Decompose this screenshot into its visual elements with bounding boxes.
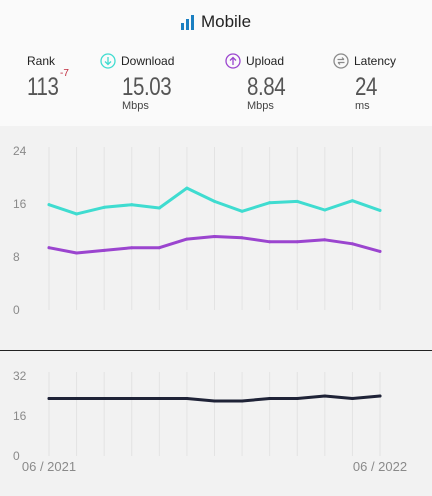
- latency-data-point: [157, 397, 161, 400]
- download-stat: Download 15.03 Mbps: [100, 52, 182, 112]
- y-tick-label: 24: [13, 144, 27, 158]
- latency-data-point: [75, 397, 79, 400]
- download-data-point: [350, 199, 354, 203]
- download-unit: Mbps: [122, 100, 149, 112]
- download-data-point: [240, 209, 244, 213]
- latency-data-point: [130, 397, 134, 400]
- rank-delta: -7: [60, 68, 69, 79]
- y-tick-label: 8: [13, 250, 20, 264]
- latency-data-point: [350, 397, 354, 400]
- latency-data-point: [47, 397, 51, 400]
- upload-data-point: [75, 251, 79, 255]
- download-label: Download: [121, 54, 175, 68]
- upload-label: Upload: [246, 54, 285, 68]
- upload-data-point: [295, 240, 299, 244]
- latency-chart: 32 16 006 / 2021 06 / 2022: [13, 369, 407, 474]
- download-data-point: [323, 208, 327, 212]
- upload-unit: Mbps: [247, 100, 274, 112]
- download-data-point: [268, 201, 272, 205]
- rank-stat: Rank 113: [27, 52, 65, 102]
- latency-unit: ms: [355, 100, 370, 112]
- stats-header: Mobile Rank 113 -7 Download 15.03 Mbps U…: [0, 0, 432, 126]
- download-data-point: [213, 199, 216, 203]
- latency-stat: Latency 24 ms: [333, 52, 396, 112]
- upload-stat: Upload 8.84 Mbps: [225, 52, 294, 112]
- latency-label: Latency: [354, 54, 397, 68]
- upload-data-point: [185, 237, 189, 241]
- upload-data-point: [102, 248, 106, 252]
- latency-data-point: [378, 394, 382, 398]
- signal-bars-icon: [180, 15, 194, 30]
- upload-data-point: [213, 234, 216, 238]
- y-tick-label: 16: [13, 409, 27, 423]
- latency-data-point: [240, 399, 244, 403]
- latency-data-point: [213, 399, 216, 403]
- chart-divider: [0, 350, 432, 351]
- upload-data-point: [240, 236, 244, 240]
- upload-data-point: [47, 246, 51, 250]
- latency-data-point: [268, 397, 272, 400]
- speed-chart: 24 16 8 0: [13, 144, 382, 317]
- latency-data-point: [295, 397, 299, 400]
- title-row: Mobile: [0, 10, 432, 34]
- download-data-point: [75, 212, 79, 216]
- download-data-point: [102, 205, 106, 209]
- x-tick-label: 06 / 2021: [22, 459, 76, 474]
- download-data-point: [130, 203, 134, 207]
- latency-value: 24: [355, 73, 377, 101]
- latency-data-point: [323, 394, 327, 398]
- x-tick-label: 06 / 2022: [353, 459, 407, 474]
- latency-icon: [333, 53, 349, 69]
- upload-data-point: [350, 242, 354, 246]
- download-data-point: [295, 199, 299, 203]
- upload-data-point: [268, 240, 272, 244]
- upload-data-point: [157, 246, 161, 250]
- upload-icon: [225, 53, 241, 69]
- rank-label: Rank: [27, 54, 56, 68]
- y-tick-label: 0: [13, 449, 20, 463]
- download-value: 15.03: [122, 73, 172, 101]
- upload-data-point: [130, 246, 134, 250]
- upload-data-point: [378, 249, 382, 253]
- y-tick-label: 16: [13, 197, 27, 211]
- download-data-point: [47, 203, 51, 207]
- download-icon: [100, 53, 116, 69]
- y-tick-label: 0: [13, 303, 20, 317]
- download-data-point: [185, 186, 189, 190]
- latency-data-point: [185, 397, 189, 400]
- page-title: Mobile: [200, 12, 252, 31]
- y-tick-label: 32: [13, 369, 27, 383]
- download-data-point: [378, 208, 382, 212]
- download-data-point: [157, 206, 161, 210]
- latency-data-point: [102, 397, 106, 400]
- rank-value: 113: [27, 73, 59, 101]
- upload-data-point: [323, 238, 327, 242]
- upload-value: 8.84: [247, 73, 286, 101]
